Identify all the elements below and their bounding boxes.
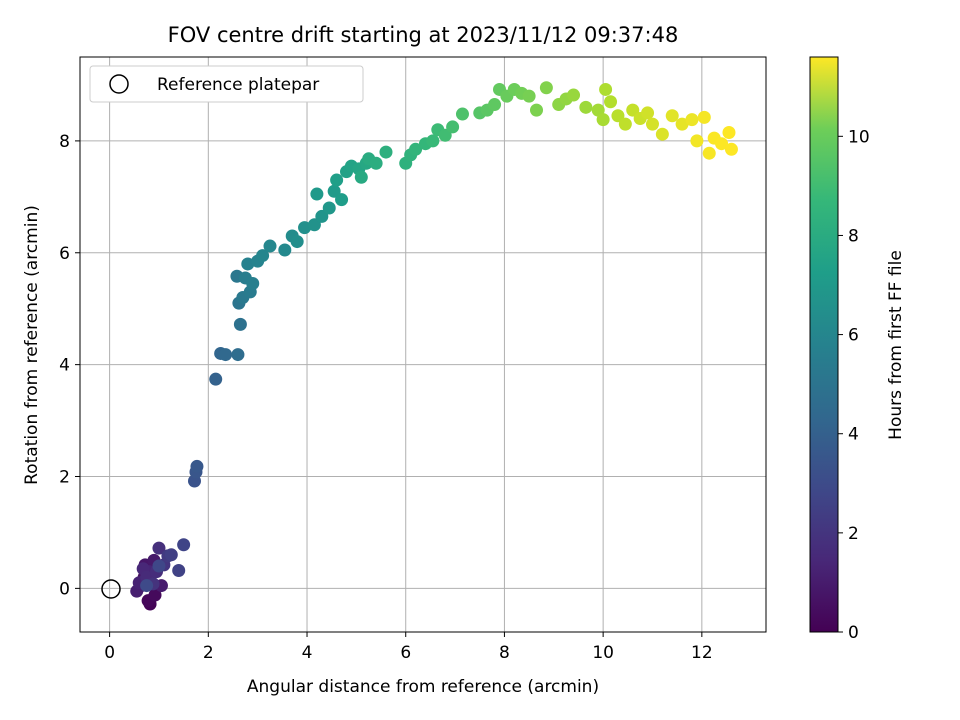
x-tick-label: 12 <box>691 643 713 663</box>
colorbar: 0 2 4 6 8 10 Hours from first FF file <box>809 56 906 643</box>
data-point <box>369 156 383 170</box>
colorbar-tick-label: 4 <box>848 425 859 445</box>
x-tick-label: 0 <box>104 643 115 663</box>
data-point <box>263 239 277 253</box>
data-point <box>315 209 329 223</box>
colorbar-gradient <box>809 56 839 633</box>
data-point <box>488 98 502 112</box>
data-point <box>455 107 469 121</box>
data-point <box>209 372 223 386</box>
data-point <box>446 120 460 134</box>
x-tick-label: 8 <box>499 643 510 663</box>
y-tick-label: 4 <box>59 356 70 376</box>
data-point <box>641 106 655 120</box>
data-point <box>604 95 618 109</box>
colorbar-tick-label: 10 <box>848 127 870 147</box>
plot-frame <box>79 56 767 633</box>
x-tick-label: 4 <box>302 643 313 663</box>
scatter-points <box>130 81 738 611</box>
reference-marker <box>101 579 121 599</box>
chart-title: FOV centre drift starting at 2023/11/12 … <box>168 23 679 47</box>
y-axis-label: Rotation from reference (arcmin) <box>22 205 42 485</box>
grid-lines <box>80 57 766 632</box>
data-point <box>152 541 166 555</box>
data-point <box>645 117 659 131</box>
data-point <box>522 89 536 103</box>
x-tick-label: 10 <box>592 643 614 663</box>
data-point <box>241 257 255 271</box>
legend-box <box>89 65 364 103</box>
legend-marker-icon <box>109 74 129 94</box>
data-point <box>330 173 344 187</box>
x-axis-label: Angular distance from reference (arcmin) <box>247 677 599 697</box>
data-point <box>596 113 610 127</box>
data-point <box>172 563 186 577</box>
data-point <box>618 117 632 131</box>
colorbar-tick-label: 2 <box>848 524 859 544</box>
data-point <box>256 249 270 263</box>
data-point <box>724 142 738 156</box>
data-point <box>409 142 423 156</box>
data-point <box>164 548 178 562</box>
colorbar-tick-label: 8 <box>848 226 859 246</box>
data-point <box>697 110 711 124</box>
data-point <box>354 170 368 184</box>
y-tick-label: 2 <box>59 468 70 488</box>
data-point <box>322 201 336 215</box>
data-point <box>665 109 679 123</box>
data-point <box>190 459 204 473</box>
data-point <box>702 146 716 160</box>
data-point <box>148 588 162 602</box>
data-point <box>246 277 260 291</box>
y-tick-label: 0 <box>59 579 70 599</box>
data-point <box>233 317 247 331</box>
x-tick-label: 6 <box>400 643 411 663</box>
data-point <box>530 103 544 117</box>
legend: Reference platepar <box>89 65 364 103</box>
data-point <box>177 538 191 552</box>
data-point <box>685 113 699 127</box>
data-point <box>438 128 452 142</box>
data-point <box>722 126 736 140</box>
data-point <box>675 117 689 131</box>
data-point <box>655 127 669 141</box>
data-point <box>231 348 245 362</box>
data-point <box>278 243 292 257</box>
legend-entry-label: Reference platepar <box>157 75 319 95</box>
data-point <box>219 348 233 362</box>
data-point <box>690 134 704 148</box>
data-point <box>539 81 553 95</box>
data-point <box>379 145 393 159</box>
data-point <box>152 559 166 573</box>
data-point <box>298 221 312 235</box>
data-point <box>307 218 321 232</box>
data-point <box>327 184 341 198</box>
y-tick-label: 6 <box>59 244 70 264</box>
data-point <box>140 579 154 593</box>
data-point <box>579 100 593 114</box>
data-point <box>335 193 349 207</box>
data-point <box>626 103 640 117</box>
y-axis-ticks: 0 2 4 6 8 <box>59 132 80 599</box>
x-axis-ticks: 0 2 4 6 8 10 12 <box>104 632 713 663</box>
data-point <box>567 88 581 102</box>
colorbar-tick-label: 6 <box>848 326 859 346</box>
x-tick-label: 2 <box>203 643 214 663</box>
data-point <box>426 134 440 148</box>
data-point <box>599 82 613 96</box>
colorbar-tick-label: 0 <box>848 623 859 643</box>
colorbar-label: Hours from first FF file <box>886 250 906 440</box>
data-point <box>310 187 324 201</box>
data-point <box>715 137 729 151</box>
data-point <box>290 235 304 249</box>
y-tick-label: 8 <box>59 132 70 152</box>
colorbar-ticks: 0 2 4 6 8 10 <box>838 127 870 643</box>
data-point <box>611 109 625 123</box>
